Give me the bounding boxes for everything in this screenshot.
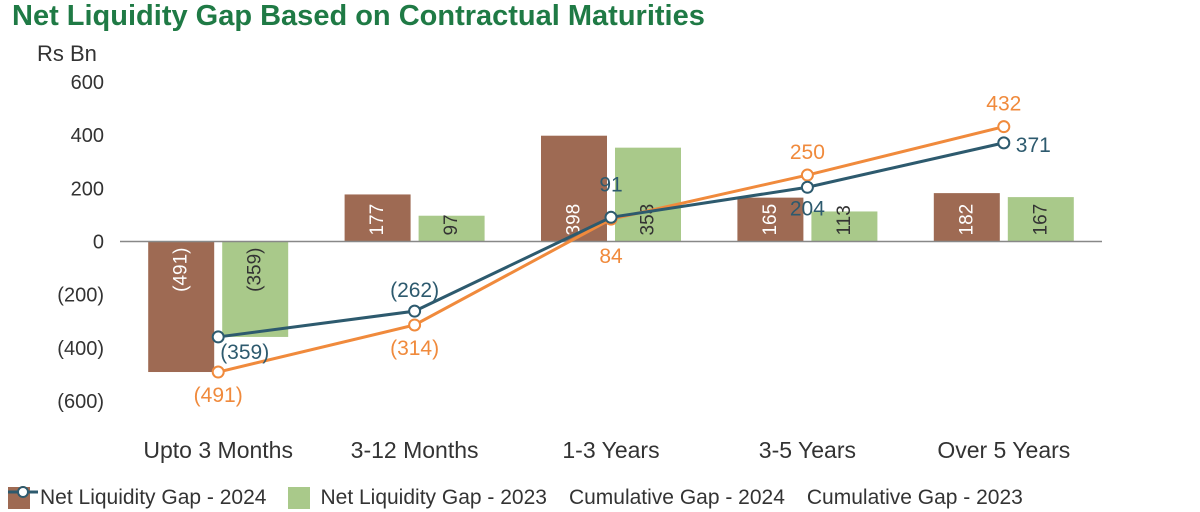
line-data-label: (314) [390,337,439,360]
line-data-label: (359) [220,341,269,364]
line-data-label: 250 [790,141,825,164]
legend-item-cumulative-gap-2023[interactable]: Cumulative Gap - 2023 [8,486,1023,510]
bar-data-label: 177 [367,204,388,236]
line-marker[interactable] [211,365,225,379]
x-category-label: 3-5 Years [759,437,856,463]
y-tick-label: (600) [57,391,104,413]
y-tick-label: (400) [57,338,104,360]
y-axis-ticks: 600 400 200 0 (200) (400) (600) [57,72,104,413]
legend-label-cumulative-gap-2024: Cumulative Gap - 2024 [568,486,785,509]
line-data-label: 84 [599,245,623,268]
legend-label-cumulative-gap-2023: Cumulative Gap - 2023 [806,486,1023,509]
line-marker[interactable] [604,210,618,224]
x-category-label: 3-12 Months [351,437,479,463]
bar[interactable] [418,215,485,242]
line-data-label: 204 [790,197,825,220]
chart-legend: Net Liquidity Gap - 2024 Net Liquidity G… [8,484,1045,512]
bar-data-label: 182 [956,204,977,236]
legend-label-net-gap-2023: Net Liquidity Gap - 2023 [320,486,547,509]
line-path[interactable] [218,141,1005,339]
bar[interactable] [737,197,804,242]
line-marker[interactable] [800,168,814,182]
y-axis-unit-label: Rs Bn [37,41,97,66]
line-data-label: 371 [1016,134,1051,157]
line-marker[interactable] [211,330,225,344]
y-tick-label: 200 [71,178,104,200]
line-data-label: 91 [599,173,622,196]
bar-data-label: 165 [760,204,781,236]
line-marker[interactable] [997,136,1011,150]
x-category-label: 1-3 Years [562,437,659,463]
y-tick-label: 0 [93,232,104,254]
bar-data-label: 113 [834,205,855,235]
line-marker[interactable] [997,120,1011,134]
bar-data-label: 167 [1030,204,1051,236]
bar-data-label: 398 [564,204,585,236]
x-category-label: Over 5 Years [937,437,1070,463]
bar-data-label: (359) [245,248,266,292]
bar[interactable] [344,194,411,242]
line-marker[interactable] [408,304,422,318]
legend-label-net-gap-2024: Net Liquidity Gap - 2024 [40,486,267,509]
y-tick-label: 400 [71,125,104,147]
bar[interactable] [1007,197,1074,242]
chart-title: Net Liquidity Gap Based on Contractual M… [12,0,705,32]
line-data-label: 432 [986,93,1021,116]
legend-line-icon-cumulative-2023 [8,486,38,498]
legend-swatch-net-gap-2023 [288,487,311,509]
line-data-label: (262) [390,279,439,302]
legend-item-cumulative-gap-2024[interactable]: Cumulative Gap - 2024 [8,486,785,510]
line-marker[interactable] [800,180,814,194]
line-series: (491) (314) 84 250 432 (359) (262) 91 204 371 [194,93,1051,407]
legend-item-net-gap-2023[interactable]: Net Liquidity Gap - 2023 [288,486,547,510]
line-data-label: (491) [194,384,243,407]
bar-data-label: (491) [171,248,192,292]
bar[interactable] [615,147,681,242]
bar-series [148,135,1074,373]
bar-data-label: 97 [441,214,462,235]
bar[interactable] [933,193,1000,242]
bar[interactable] [148,241,215,373]
bar[interactable] [222,241,289,337]
chart-plot: 600 400 200 0 (200) (400) (600) (491) 177 398 165… [57,72,1102,463]
legend-item-net-gap-2024[interactable]: Net Liquidity Gap - 2024 [8,486,266,510]
x-category-label: Upto 3 Months [143,437,293,463]
x-axis-categories: Upto 3 Months 3-12 Months 1-3 Years 3-5 Yea… [143,437,1070,463]
bar[interactable] [811,211,878,242]
line-marker[interactable] [408,318,422,332]
y-tick-label: (200) [57,285,104,307]
y-tick-label: 600 [71,72,104,94]
